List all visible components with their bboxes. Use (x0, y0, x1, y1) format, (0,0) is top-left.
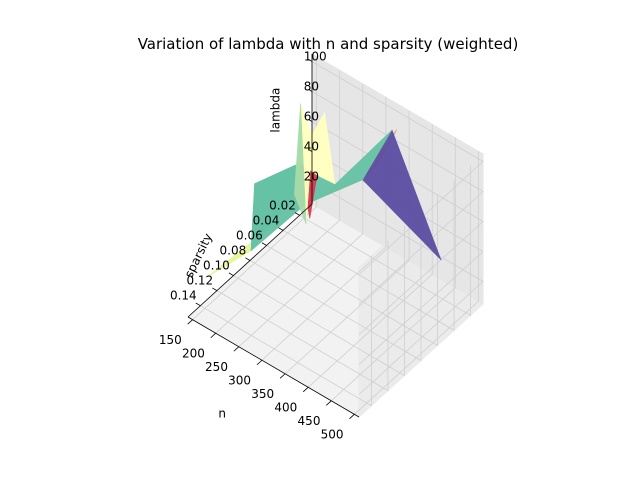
gridline-lambda (311, 181, 484, 395)
n-tick (256, 359, 263, 366)
n-tick-label: 200 (182, 347, 205, 361)
gridline-lambda (311, 91, 484, 305)
n-tick (210, 332, 216, 339)
n-tick (187, 319, 193, 325)
n-tick-label: 250 (205, 360, 228, 374)
lambda-tick (308, 178, 313, 182)
sparsity-tick-label: 0.12 (186, 274, 213, 288)
sparsity-tick (294, 212, 300, 216)
gridline-sparsity (233, 225, 405, 377)
sparsity-tick (195, 302, 201, 307)
n-tick-label: 500 (321, 428, 344, 442)
n-tick (233, 346, 240, 352)
gridline-n (284, 110, 410, 375)
lambda-tick-label: 20 (304, 170, 319, 184)
chart-title: Variation of lambda with n and sparsity … (138, 35, 519, 53)
gridline-sparsity (249, 210, 422, 362)
lambda-tick-label: 80 (304, 80, 319, 94)
sparsity-tick-label: 0.04 (253, 213, 280, 227)
gridline-lambda (311, 61, 484, 275)
sparsity-tick-label: 0.10 (203, 259, 230, 273)
sparsity-tick (212, 287, 218, 291)
sparsity-tick-label: 0.06 (236, 228, 263, 242)
lambda-tick (308, 118, 313, 122)
gridline-sparsity (282, 180, 455, 332)
n-tick (302, 386, 309, 393)
gridline-sparsity (266, 195, 438, 347)
gridline-sparsity (200, 255, 372, 407)
gridline-n (215, 70, 341, 334)
sparsity-tick-label: 0.14 (170, 289, 197, 303)
n-tick (326, 400, 332, 406)
sparsity-tick (245, 257, 251, 261)
n-tick (279, 373, 286, 379)
gridline-sparsity (216, 240, 389, 392)
lambda-tick (308, 148, 313, 152)
n-axis-label: n (218, 407, 226, 421)
gridline-n (238, 83, 364, 347)
sparsity-tick (261, 242, 267, 246)
sparsity-tick (228, 272, 234, 276)
lambda-tick-label: 40 (304, 140, 319, 154)
sparsity-tick-label: 0.08 (220, 244, 247, 258)
sparsity-tick (278, 227, 284, 231)
n-tick-label: 300 (228, 374, 251, 388)
n-tick-label: 400 (274, 401, 297, 415)
n-axis-line (187, 316, 360, 418)
lambda-tick (308, 58, 313, 62)
lambda-tick-label: 60 (304, 110, 319, 124)
lambda-tick-label: 100 (304, 50, 327, 64)
gridlines (192, 56, 484, 415)
gridline-n (307, 124, 433, 388)
lambda-tick (308, 88, 313, 92)
surface-face (294, 103, 307, 225)
gridline-n (354, 151, 479, 415)
lambda-axis-label: lambda (269, 88, 283, 133)
n-tick-label: 350 (251, 387, 274, 401)
gridline-n (331, 137, 456, 402)
sparsity-tick-label: 0.02 (269, 198, 296, 212)
n-tick-label: 450 (298, 414, 321, 428)
n-tick (349, 414, 355, 420)
gridline-sparsity (299, 165, 472, 316)
surface-face (250, 164, 296, 252)
gridline-n (192, 56, 318, 320)
surface (204, 103, 442, 279)
n-tick-label: 150 (159, 333, 182, 347)
